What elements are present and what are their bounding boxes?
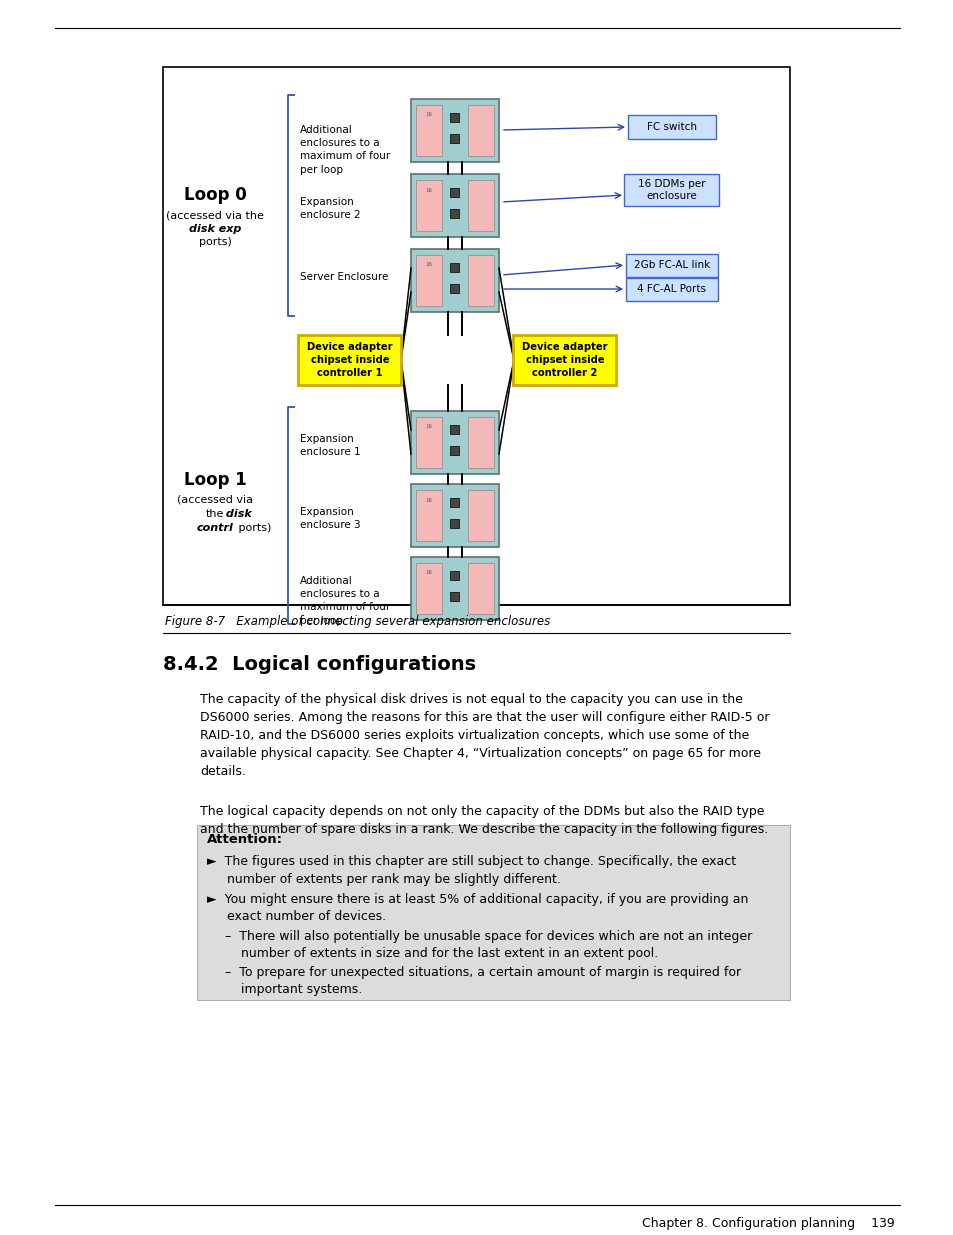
Bar xyxy=(468,562,494,614)
Text: –  To prepare for unexpected situations, a certain amount of margin is required : – To prepare for unexpected situations, … xyxy=(225,966,740,997)
Bar xyxy=(468,254,494,305)
Text: Attention:: Attention: xyxy=(207,832,283,846)
Bar xyxy=(450,189,459,198)
Text: FC switch: FC switch xyxy=(646,122,697,132)
Text: Loop 0: Loop 0 xyxy=(183,186,246,204)
Text: Loop 1: Loop 1 xyxy=(183,471,246,489)
Bar xyxy=(416,179,441,231)
Bar xyxy=(450,446,459,454)
Bar xyxy=(468,179,494,231)
Bar xyxy=(450,209,459,217)
Bar xyxy=(450,263,459,273)
Bar xyxy=(450,519,459,527)
Text: Figure 8-7   Example of connecting several expansion enclosures: Figure 8-7 Example of connecting several… xyxy=(165,615,550,629)
Bar xyxy=(411,99,498,162)
Text: The logical capacity depends on not only the capacity of the DDMs but also the R: The logical capacity depends on not only… xyxy=(200,805,767,836)
Bar xyxy=(627,115,716,140)
Text: 16: 16 xyxy=(425,571,432,576)
Bar xyxy=(625,278,718,300)
Text: Expansion
enclosure 1: Expansion enclosure 1 xyxy=(299,433,360,457)
Bar xyxy=(624,174,719,206)
Text: 16: 16 xyxy=(425,188,432,193)
Bar xyxy=(411,557,498,620)
Text: ports): ports) xyxy=(234,522,271,534)
Bar xyxy=(625,253,718,277)
Text: Expansion
enclosure 2: Expansion enclosure 2 xyxy=(299,198,360,220)
Bar xyxy=(416,254,441,305)
Bar xyxy=(411,173,498,236)
Text: Chapter 8. Configuration planning    139: Chapter 8. Configuration planning 139 xyxy=(641,1216,894,1230)
Text: ►  You might ensure there is at least 5% of additional capacity, if you are prov: ► You might ensure there is at least 5% … xyxy=(207,893,747,924)
Bar xyxy=(450,425,459,435)
Text: the: the xyxy=(206,509,224,519)
Text: 16: 16 xyxy=(425,263,432,268)
Text: The capacity of the physical disk drives is not equal to the capacity you can us: The capacity of the physical disk drives… xyxy=(200,693,769,778)
Text: Device adapter
chipset inside
controller 1: Device adapter chipset inside controller… xyxy=(307,342,393,378)
Bar xyxy=(163,67,789,605)
Text: 16: 16 xyxy=(425,498,432,503)
Text: –  There will also potentially be unusable space for devices which are not an in: – There will also potentially be unusabl… xyxy=(225,930,752,961)
Text: (accessed via: (accessed via xyxy=(177,495,253,505)
Bar xyxy=(416,416,441,468)
Bar xyxy=(450,592,459,600)
Text: 8.4.2  Logical configurations: 8.4.2 Logical configurations xyxy=(163,655,476,674)
Bar xyxy=(450,572,459,580)
Text: disk: disk xyxy=(222,509,252,519)
Bar xyxy=(450,114,459,122)
Bar xyxy=(450,499,459,508)
Bar xyxy=(416,105,441,156)
Bar xyxy=(450,284,459,293)
Text: 2Gb FC-AL link: 2Gb FC-AL link xyxy=(633,261,709,270)
Text: 4 FC-AL Ports: 4 FC-AL Ports xyxy=(637,284,706,294)
Text: ports): ports) xyxy=(198,237,232,247)
Text: disk exp: disk exp xyxy=(189,224,241,233)
Text: 16: 16 xyxy=(425,112,432,117)
Text: Additional
enclosures to a
maximum of four
per loop: Additional enclosures to a maximum of fo… xyxy=(299,125,390,174)
Bar xyxy=(298,335,401,385)
Text: contrl: contrl xyxy=(196,522,233,534)
Text: Server Enclosure: Server Enclosure xyxy=(299,272,388,282)
Text: ►  The figures used in this chapter are still subject to change. Specifically, t: ► The figures used in this chapter are s… xyxy=(207,855,736,885)
Text: Expansion
enclosure 3: Expansion enclosure 3 xyxy=(299,508,360,530)
Bar xyxy=(468,105,494,156)
Text: Device adapter
chipset inside
controller 2: Device adapter chipset inside controller… xyxy=(521,342,607,378)
Bar xyxy=(468,489,494,541)
Bar xyxy=(411,410,498,473)
Bar xyxy=(416,489,441,541)
Bar xyxy=(468,416,494,468)
Bar xyxy=(450,133,459,142)
Text: Additional
enclosures to a
maximum of four
per loop: Additional enclosures to a maximum of fo… xyxy=(299,576,390,626)
Bar xyxy=(411,248,498,311)
Text: (accessed via the: (accessed via the xyxy=(166,210,264,220)
Text: 16 DDMs per
enclosure: 16 DDMs per enclosure xyxy=(638,179,705,201)
Bar xyxy=(411,483,498,547)
Text: 16: 16 xyxy=(425,425,432,430)
Bar xyxy=(196,825,789,1000)
Bar xyxy=(416,562,441,614)
Bar xyxy=(513,335,616,385)
